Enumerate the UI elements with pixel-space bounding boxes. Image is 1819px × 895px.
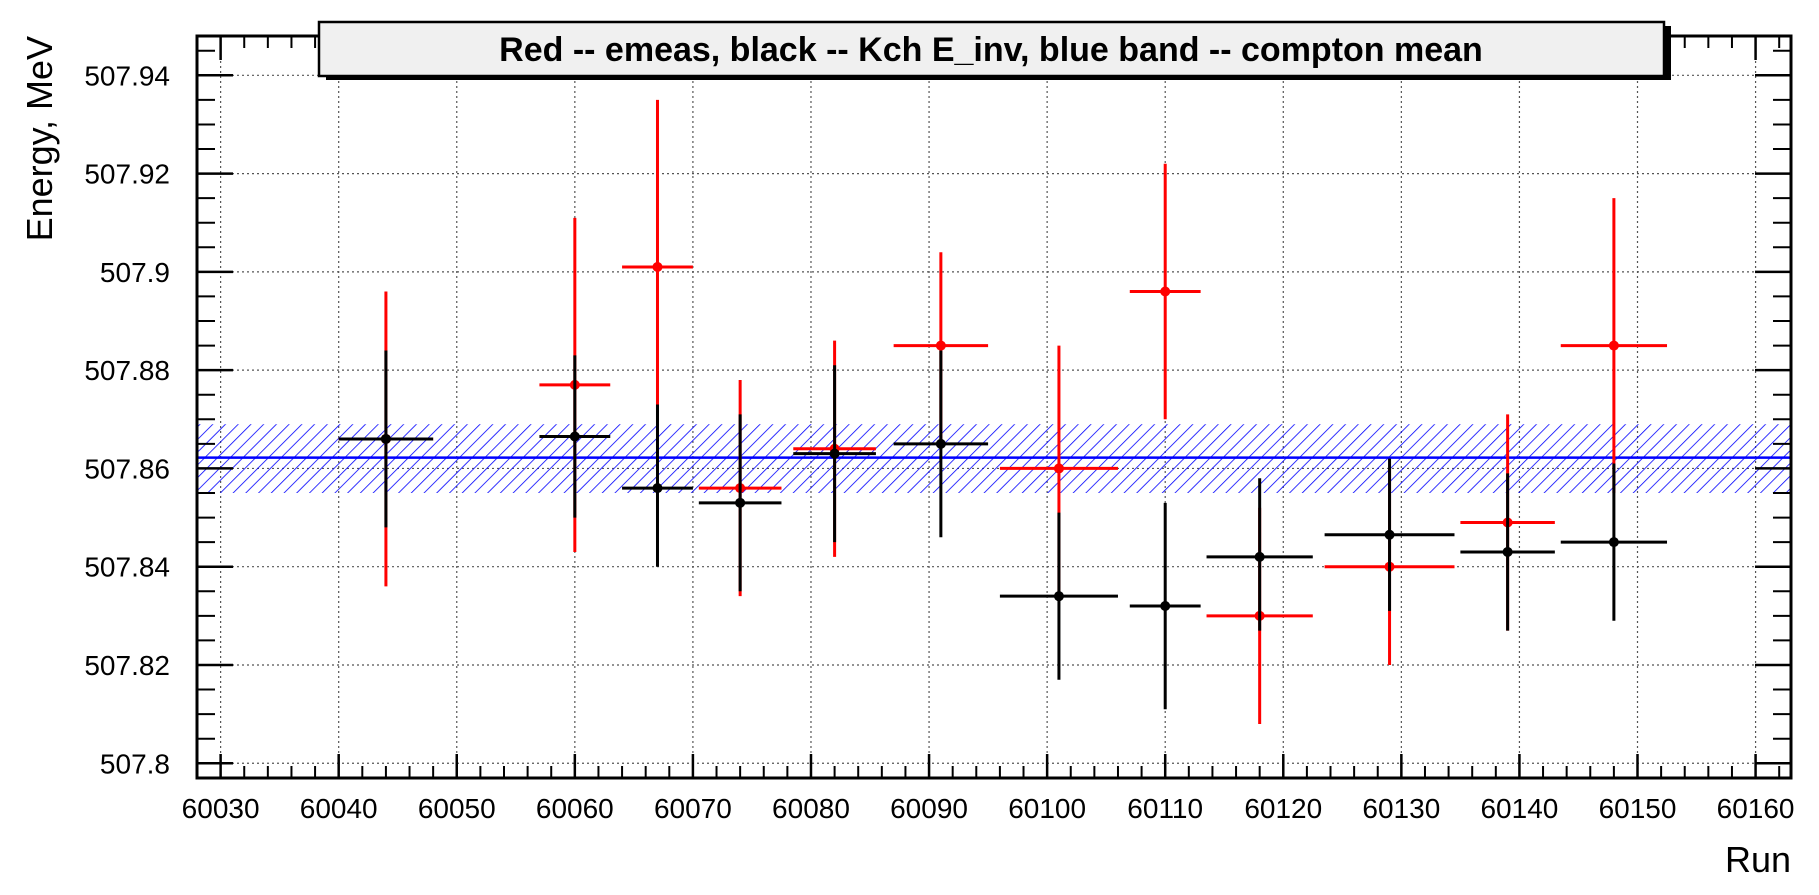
y-tick-label: 507.88	[84, 355, 170, 386]
data-point	[999, 512, 1118, 680]
y-tick-label: 507.84	[84, 552, 170, 583]
x-tick-label: 60030	[182, 793, 260, 824]
x-tick-label: 60120	[1244, 793, 1322, 824]
y-tick-label: 507.8	[100, 748, 170, 779]
y-tick-label: 507.94	[84, 60, 170, 91]
data-marker	[1160, 601, 1171, 612]
y-axis-label: Energy, MeV	[19, 36, 60, 241]
data-marker	[1384, 529, 1395, 540]
x-tick-label: 60090	[890, 793, 968, 824]
x-tick-labels: 60030 60040 60050 60060 60070 60080 60090 60100…	[182, 793, 1795, 824]
x-tick-label: 60070	[654, 793, 732, 824]
data-point	[622, 404, 693, 567]
data-point	[1129, 502, 1201, 710]
data-point	[1460, 473, 1555, 631]
x-tick-label: 60130	[1362, 793, 1440, 824]
data-point	[698, 414, 782, 592]
data-point	[338, 350, 434, 528]
series-group	[338, 350, 1668, 710]
data-marker	[735, 497, 746, 508]
x-tick-label: 60160	[1717, 793, 1795, 824]
x-axis-label: Run	[1725, 839, 1791, 880]
data-marker	[829, 448, 840, 459]
data-marker	[1254, 551, 1265, 562]
data-marker	[380, 433, 391, 444]
data-point	[1560, 198, 1668, 493]
x-tick-label: 60140	[1480, 793, 1558, 824]
data-point	[1206, 478, 1313, 631]
data-point	[539, 355, 611, 518]
x-tick-label: 60040	[300, 793, 378, 824]
data-point	[893, 350, 989, 538]
x-tick-label: 60080	[772, 793, 850, 824]
data-point	[793, 365, 876, 543]
chart-title: Red -- emeas, black -- Kch E_inv, blue b…	[499, 31, 1483, 69]
title-box: Red -- emeas, black -- Kch E_inv, blue b…	[317, 20, 1671, 80]
plot-background	[197, 36, 1791, 778]
x-tick-label: 60050	[418, 793, 496, 824]
data-point	[1129, 163, 1201, 420]
series	[338, 99, 1668, 724]
x-tick-label: 60100	[1008, 793, 1086, 824]
data-marker	[1053, 591, 1064, 602]
x-tick-label: 60150	[1599, 793, 1677, 824]
data-point	[622, 99, 693, 435]
data-marker	[1608, 537, 1619, 548]
y-tick-labels: 507.8 507.82 507.84 507.86 507.88 507.9 507.92…	[84, 60, 170, 779]
x-tick-label: 60060	[536, 793, 614, 824]
y-tick-label: 507.9	[100, 257, 170, 288]
compton-band	[197, 424, 1791, 493]
data-point	[1324, 458, 1455, 611]
data-marker	[935, 438, 946, 449]
data-marker	[935, 340, 946, 351]
data-marker	[652, 483, 663, 494]
data-marker	[1160, 286, 1171, 297]
data-marker	[1502, 546, 1513, 557]
y-tick-label: 507.82	[84, 650, 170, 681]
data-marker	[652, 261, 663, 272]
y-tick-label: 507.86	[84, 453, 170, 484]
data-marker	[569, 431, 580, 442]
data-marker	[1608, 340, 1619, 351]
x-tick-label: 60110	[1127, 793, 1203, 824]
data-point	[1560, 463, 1668, 621]
y-tick-label: 507.92	[84, 159, 170, 190]
data-marker	[1053, 463, 1064, 474]
